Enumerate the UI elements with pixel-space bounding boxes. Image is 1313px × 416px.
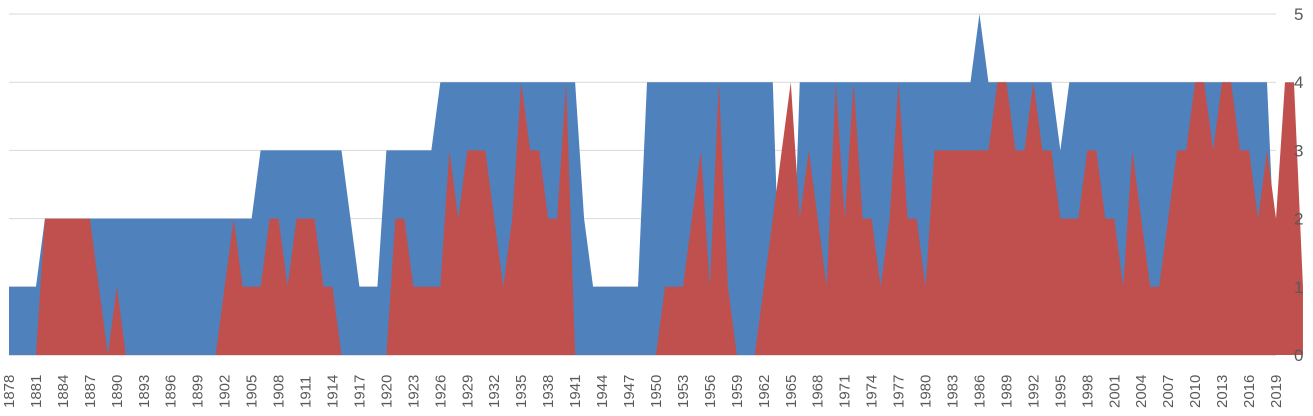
x-tick-label: 1932 — [486, 375, 503, 408]
y-tick-label: 5 — [1294, 5, 1303, 24]
x-tick-label: 2001 — [1106, 375, 1123, 408]
x-tick-label: 1980 — [918, 375, 935, 408]
x-tick-label: 1947 — [621, 375, 638, 408]
x-tick-label: 2004 — [1133, 375, 1150, 408]
x-tick-label: 1998 — [1079, 375, 1096, 408]
x-tick-label: 1938 — [540, 375, 557, 408]
x-tick-label: 1983 — [945, 375, 962, 408]
x-tick-label: 1977 — [891, 375, 908, 408]
data-areas — [9, 14, 1303, 355]
x-tick-label: 1989 — [998, 375, 1015, 408]
x-tick-label: 1956 — [702, 375, 719, 408]
y-axis-ticks: 0 1 2 3 4 5 — [1294, 5, 1303, 365]
x-tick-label: 2013 — [1214, 375, 1231, 408]
x-tick-label: 1893 — [136, 375, 153, 408]
x-tick-label: 1896 — [163, 375, 180, 408]
x-tick-label: 1917 — [351, 375, 368, 408]
x-tick-label: 1890 — [109, 375, 126, 408]
x-tick-label: 1908 — [271, 375, 288, 408]
x-tick-label: 1974 — [864, 375, 881, 408]
y-tick-label: 2 — [1294, 210, 1303, 229]
x-tick-label: 1944 — [594, 375, 611, 408]
x-tick-label: 1992 — [1025, 375, 1042, 408]
y-tick-label: 3 — [1294, 141, 1303, 160]
y-tick-label: 0 — [1294, 346, 1303, 365]
x-tick-label: 1962 — [756, 375, 773, 408]
x-tick-label: 1941 — [567, 375, 584, 408]
x-tick-label: 1899 — [190, 375, 207, 408]
x-tick-label: 1950 — [648, 375, 665, 408]
x-tick-label: 1902 — [217, 375, 234, 408]
x-tick-label: 1905 — [244, 375, 261, 408]
x-tick-label: 1926 — [432, 375, 449, 408]
y-tick-label: 4 — [1294, 73, 1303, 92]
x-tick-label: 1935 — [513, 375, 530, 408]
x-tick-label: 1887 — [82, 375, 99, 408]
x-tick-label: 1959 — [729, 375, 746, 408]
x-tick-label: 1923 — [405, 375, 422, 408]
x-tick-label: 2019 — [1268, 375, 1285, 408]
x-tick-label: 1881 — [28, 375, 45, 408]
x-tick-label: 1878 — [1, 375, 18, 408]
series-2-area — [9, 82, 1303, 355]
y-tick-label: 1 — [1294, 278, 1303, 297]
x-tick-label: 1920 — [378, 375, 395, 408]
x-tick-label: 1971 — [837, 375, 854, 408]
x-tick-label: 1929 — [459, 375, 476, 408]
x-tick-label: 1914 — [324, 375, 341, 408]
x-tick-label: 1965 — [783, 375, 800, 408]
x-tick-label: 1995 — [1052, 375, 1069, 408]
x-axis-ticks: 1878 1881 1884 1887 1890 1893 1896 1899 1902 1905… — [1, 375, 1285, 408]
x-tick-label: 1911 — [298, 376, 315, 408]
x-tick-label: 1986 — [971, 375, 988, 408]
x-tick-label: 1968 — [810, 375, 827, 408]
x-tick-label: 2016 — [1241, 375, 1258, 408]
x-tick-label: 2007 — [1160, 375, 1177, 408]
x-tick-label: 2010 — [1187, 375, 1204, 408]
x-tick-label: 1884 — [55, 375, 72, 408]
x-tick-label: 1953 — [675, 375, 692, 408]
